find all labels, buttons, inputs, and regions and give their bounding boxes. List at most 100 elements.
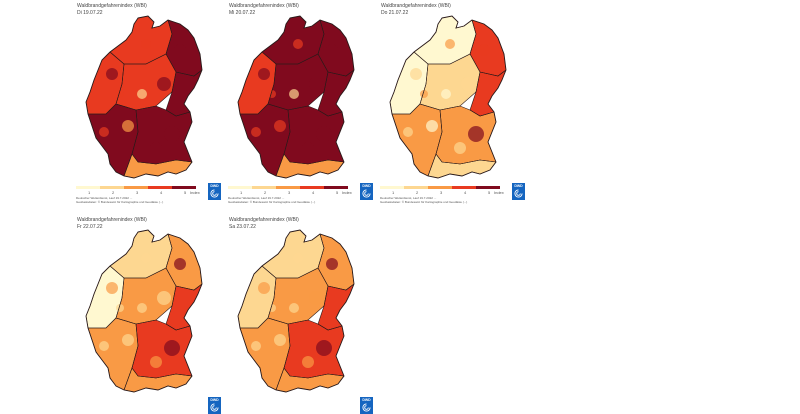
texture-spot	[141, 39, 151, 49]
map-title: Waldbrandgefahrenindex (WBI)	[77, 3, 147, 9]
texture-spot	[137, 89, 147, 99]
region-southeast	[132, 320, 192, 378]
legend-tick: 4	[160, 190, 163, 195]
germany-map	[237, 229, 355, 393]
country-outline	[85, 15, 203, 179]
state-border	[115, 53, 177, 111]
region-southeast	[436, 106, 496, 164]
legend-tick: 5	[336, 190, 339, 195]
texture-spot	[174, 44, 186, 56]
region-center	[268, 268, 328, 324]
texture-spot	[326, 258, 338, 270]
texture-spot	[116, 90, 124, 98]
map-title: Waldbrandgefahrenindex (WBI)	[229, 3, 299, 9]
region-west	[238, 266, 276, 328]
texture-spot	[316, 340, 332, 356]
legend-colorbar	[380, 186, 500, 189]
texture-spot	[106, 68, 118, 80]
legend-ticks: 1 2 3 4 5 Index	[380, 190, 510, 196]
texture-spot	[116, 304, 124, 312]
footnote-line: Geobasisdaten: © Bundesamt für Kartograp…	[76, 199, 164, 204]
region-southeast	[132, 106, 192, 164]
texture-spot	[445, 39, 455, 49]
footnote-line: Geobasisdaten: © Bundesamt für Kartograp…	[380, 199, 468, 204]
texture-spot	[316, 126, 332, 142]
map-date: Do 21.07.22	[381, 10, 409, 16]
texture-spot	[164, 126, 180, 142]
region-center	[116, 268, 176, 324]
germany-map	[389, 15, 507, 179]
texture-spot	[289, 89, 299, 99]
legend-tick: 1	[392, 190, 395, 195]
germany-map	[85, 229, 203, 393]
legend-tick: 4	[464, 190, 467, 195]
country-outline	[237, 15, 355, 179]
region-north	[262, 230, 324, 278]
map-panel-3: Waldbrandgefahrenindex (WBI) Do 21.07.22…	[380, 0, 530, 203]
legend-tick: 5	[184, 190, 187, 195]
dwd-logo: DWD	[512, 183, 525, 200]
region-west	[390, 52, 428, 114]
texture-spot	[468, 126, 484, 142]
country-outline	[389, 15, 507, 179]
region-east	[166, 70, 202, 116]
texture-spot	[309, 77, 323, 91]
map-date: Fr 22.07.22	[77, 224, 103, 230]
swirl-icon	[210, 189, 219, 198]
legend-swatch-3	[276, 186, 300, 189]
texture-spot	[99, 341, 109, 351]
footnote-line: Geobasisdaten: © Bundesamt für Kartograp…	[228, 199, 316, 204]
legend-unit: Index	[494, 190, 504, 195]
dwd-logo-text: DWD	[210, 398, 219, 402]
swirl-icon	[210, 403, 219, 412]
region-southeast	[284, 320, 344, 378]
texture-spot	[150, 356, 162, 368]
region-alps	[276, 368, 344, 392]
legend-swatch-3	[428, 186, 452, 189]
legend-ticks: 1 2 3 4 5 Index	[76, 190, 206, 196]
legend-tick: 2	[112, 190, 115, 195]
texture-spot	[174, 258, 186, 270]
texture-spot	[141, 253, 151, 263]
texture-spot	[258, 68, 270, 80]
map-title: Waldbrandgefahrenindex (WBI)	[77, 217, 147, 223]
legend-unit: Index	[342, 190, 352, 195]
region-alps	[124, 154, 192, 178]
dwd-logo-text: DWD	[514, 184, 523, 188]
texture-spot	[122, 120, 134, 132]
region-center	[268, 54, 328, 110]
texture-spot	[478, 44, 490, 56]
legend-swatch-5	[324, 186, 348, 189]
texture-spot	[164, 340, 180, 356]
region-alps	[276, 154, 344, 178]
legend-swatch-4	[148, 186, 172, 189]
texture-spot	[441, 89, 451, 99]
country-outline	[85, 229, 203, 393]
country-outline	[237, 229, 355, 393]
legend-tick: 4	[312, 190, 315, 195]
state-border	[267, 267, 329, 325]
footnote-line: Deutscher Wetterdienst, Lauf 19.7.2022 .…	[76, 196, 133, 200]
region-north	[262, 16, 324, 64]
legend-swatch-1	[76, 186, 100, 189]
map-panel-2: Waldbrandgefahrenindex (WBI) Mi 20.07.22…	[228, 0, 378, 203]
dwd-logo-text: DWD	[362, 184, 371, 188]
texture-spot	[426, 120, 438, 132]
legend-colorbar	[76, 186, 196, 189]
legend: 1 2 3 4 5 Index	[380, 186, 510, 196]
footnote: Deutscher Wetterdienst, Lauf 19.7.2022 .…	[380, 196, 530, 204]
texture-spot	[410, 68, 422, 80]
texture-spot	[268, 304, 276, 312]
region-north	[110, 230, 172, 278]
texture-spot	[251, 127, 261, 137]
germany-map	[85, 15, 203, 179]
texture-spot	[326, 44, 338, 56]
legend-tick: 5	[488, 190, 491, 195]
region-southeast	[284, 106, 344, 164]
texture-spot	[293, 39, 303, 49]
texture-spot	[403, 127, 413, 137]
texture-spot	[274, 120, 286, 132]
legend-tick: 3	[440, 190, 443, 195]
page: { "colors": { "c1": "#fff8d0", "c2": "#f…	[76, 0, 530, 414]
texture-spot	[420, 90, 428, 98]
